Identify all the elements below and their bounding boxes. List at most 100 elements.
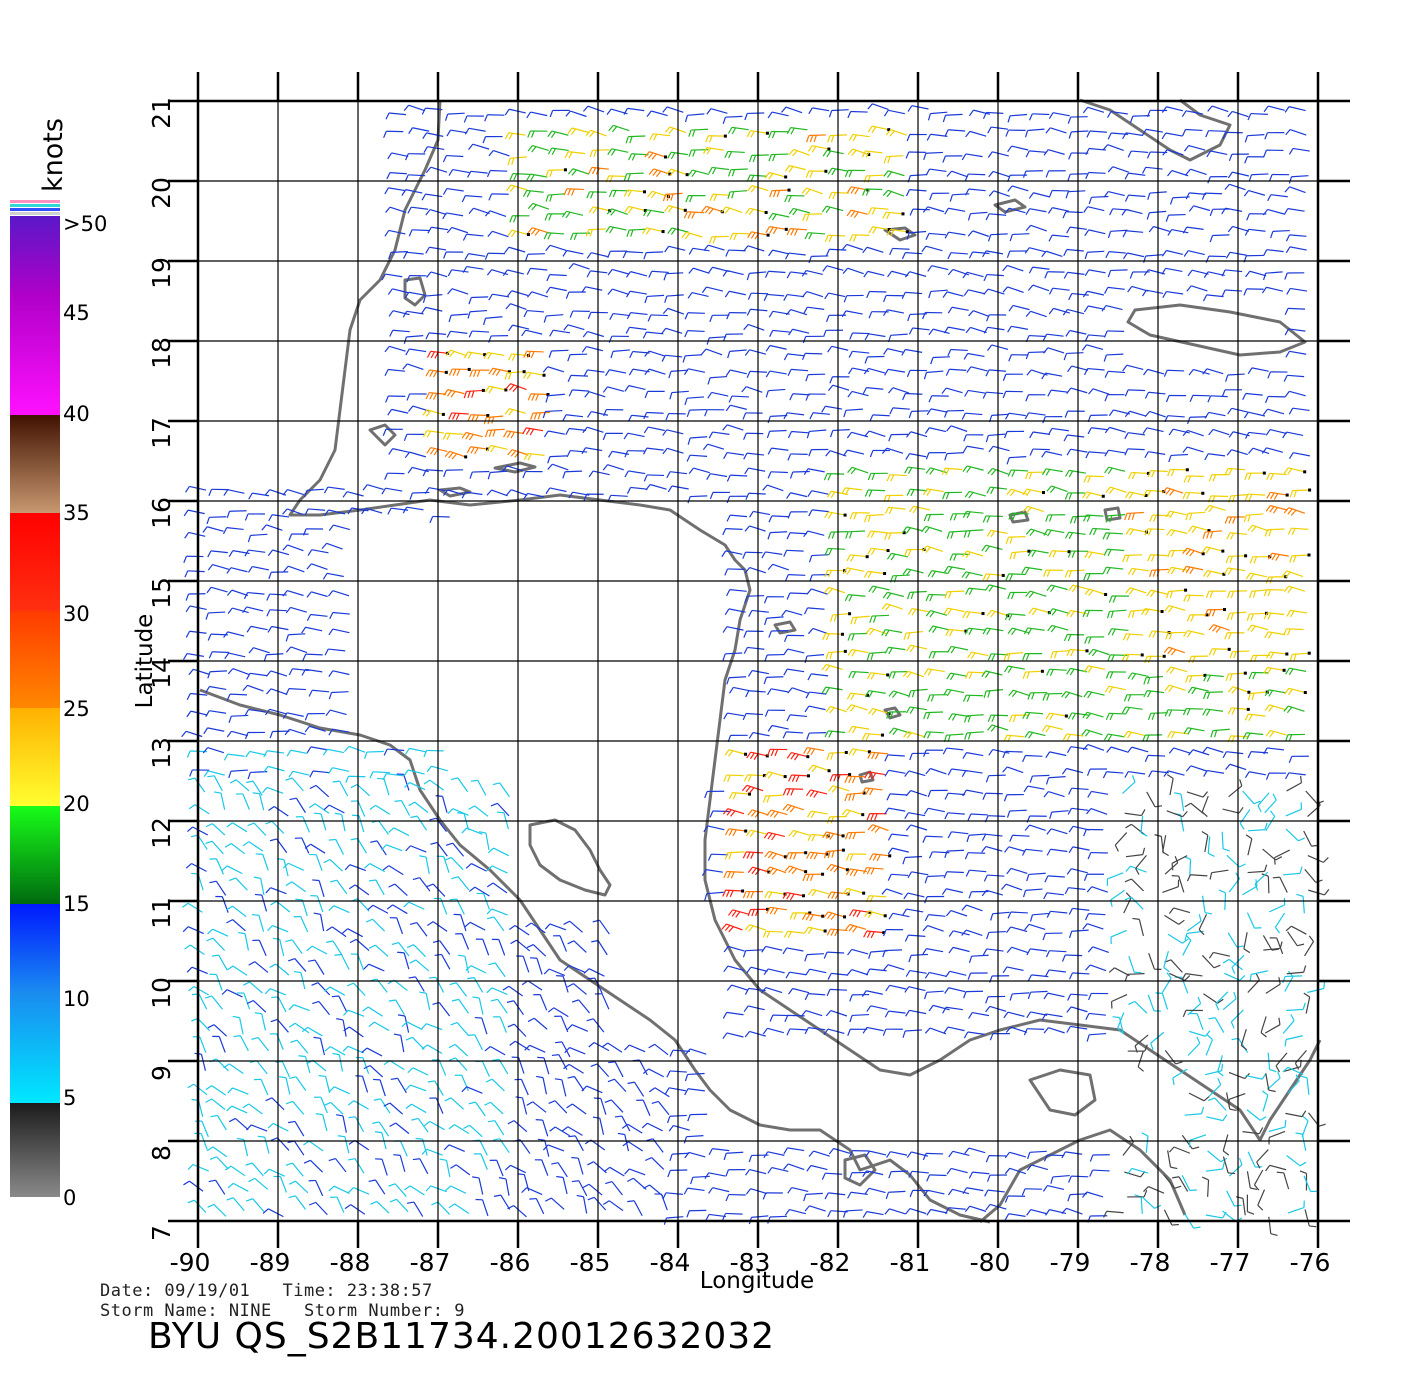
wind-barb — [1103, 330, 1125, 338]
wind-barb — [982, 627, 1004, 636]
wind-barb — [1028, 113, 1050, 121]
wind-barb — [309, 853, 323, 871]
colorbar-tick-label: 10 — [63, 987, 90, 1011]
wind-barb — [764, 616, 784, 626]
wind-barb — [1243, 513, 1264, 523]
wind-barb — [1226, 590, 1247, 599]
wind-barb — [371, 820, 389, 835]
wind-barb — [728, 395, 750, 403]
wind-barb — [824, 292, 846, 300]
wind-barb — [425, 369, 448, 378]
wind-barb — [1045, 127, 1067, 134]
wind-barb — [1046, 910, 1068, 918]
wind-barb — [267, 625, 289, 633]
wind-barb — [1063, 271, 1085, 279]
wind-barb — [224, 842, 246, 855]
wind-barb — [1084, 551, 1106, 559]
wind-barb — [745, 1168, 767, 1176]
wind-barb — [385, 395, 406, 403]
wind-barb — [1087, 851, 1108, 860]
wind-barb — [929, 192, 950, 201]
wind-barb — [586, 270, 608, 278]
wind-barb — [209, 1156, 229, 1170]
wind-barb — [1125, 587, 1147, 595]
wind-barb — [1087, 790, 1109, 798]
wind-barb — [768, 630, 789, 638]
wind-barb — [625, 135, 646, 144]
wind-barb — [527, 202, 550, 211]
wind-barb — [806, 789, 828, 798]
wind-barb — [1265, 1073, 1276, 1093]
wind-barb — [803, 1192, 823, 1202]
wind-barb — [725, 249, 746, 257]
wind-barb — [508, 324, 530, 332]
wind-barb — [789, 911, 812, 920]
wind-barb — [1287, 1200, 1305, 1214]
wind-barb — [726, 514, 748, 522]
wind-barb — [1207, 1097, 1227, 1111]
wind-barb — [567, 374, 588, 383]
wind-barb — [1041, 1013, 1063, 1021]
wind-barb — [849, 993, 870, 1002]
wind-barb — [882, 949, 903, 958]
wind-barb — [930, 356, 950, 365]
wind-barb — [397, 1014, 410, 1033]
wind-barb — [928, 625, 950, 633]
wind-barb — [946, 425, 968, 432]
wind-barb — [1187, 416, 1207, 425]
wind-barb — [1043, 149, 1065, 156]
y-tick-label: 10 — [147, 977, 176, 1009]
wind-barb — [1128, 609, 1148, 618]
wind-barb — [1008, 304, 1030, 312]
wind-barb — [968, 890, 989, 899]
wind-barb — [1162, 879, 1180, 894]
wind-barb — [1228, 1157, 1243, 1177]
wind-barb — [1266, 472, 1287, 481]
wind-barb — [862, 866, 884, 875]
wind-barb — [1143, 1186, 1165, 1194]
wind-barb — [709, 491, 730, 500]
wind-barb — [644, 390, 665, 399]
wind-barb — [1048, 550, 1071, 558]
wind-barb — [226, 589, 249, 597]
wind-barb — [1227, 686, 1251, 694]
wind-barb — [254, 1012, 267, 1031]
wind-barb — [685, 1048, 707, 1055]
wind-barb — [886, 1151, 908, 1158]
wind-barb — [1066, 1025, 1088, 1033]
wind-barb — [484, 252, 506, 260]
wind-barb — [907, 590, 927, 600]
wind-barb — [1103, 548, 1125, 557]
wind-barb — [328, 670, 350, 677]
wind-barb — [687, 436, 708, 445]
wind-barb — [905, 969, 927, 977]
wind-barb — [1263, 589, 1284, 597]
wind-barb — [464, 253, 486, 260]
wind-barb — [786, 532, 807, 540]
wind-barb — [387, 408, 409, 416]
wind-barb — [506, 489, 528, 496]
wind-barb — [462, 233, 484, 241]
wind-barb — [1287, 1074, 1300, 1094]
wind-barb — [927, 265, 949, 272]
wind-barb — [389, 1198, 409, 1213]
wind-barb — [461, 195, 483, 203]
wind-barb — [1209, 869, 1229, 880]
wind-barb — [1285, 128, 1307, 136]
wind-barb — [461, 827, 483, 835]
wind-barb — [592, 919, 610, 935]
wind-barb — [823, 848, 845, 859]
wind-barb — [184, 944, 205, 955]
wind-barb — [829, 429, 850, 438]
wind-barb — [1048, 427, 1069, 435]
wind-barb — [767, 724, 789, 732]
wind-barb — [263, 750, 285, 758]
wind-barb — [985, 774, 1006, 783]
wind-barb — [1148, 770, 1169, 778]
wind-barb — [303, 1159, 324, 1173]
wind-barb — [1163, 646, 1185, 656]
wind-barb — [370, 1200, 390, 1214]
wind-barb — [943, 1026, 965, 1034]
y-tick-label: 13 — [147, 737, 176, 769]
wind-barb — [563, 324, 585, 331]
